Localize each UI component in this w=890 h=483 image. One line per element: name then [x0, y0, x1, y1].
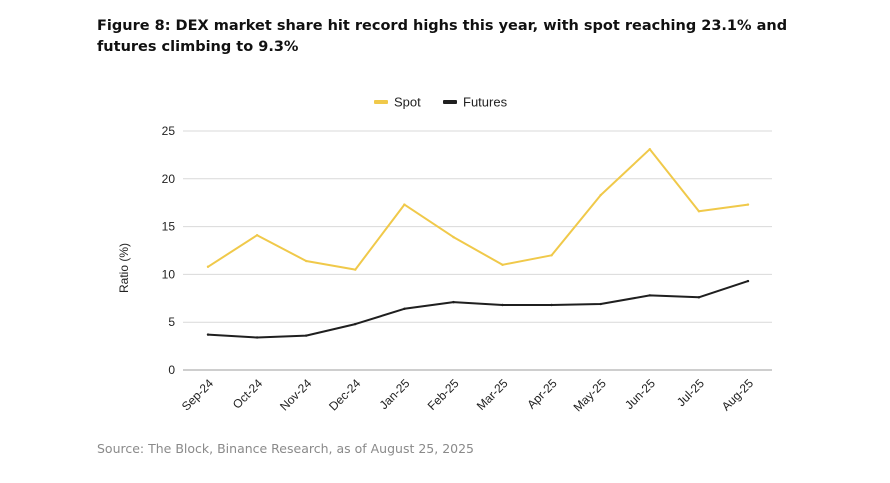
data-point-spot [550, 254, 553, 257]
data-point-futures [599, 302, 602, 306]
series-line-futures [207, 280, 749, 339]
data-point-spot [403, 203, 406, 206]
data-point-spot [697, 210, 701, 213]
legend-swatch-spot [374, 100, 388, 104]
data-point-futures [206, 333, 210, 336]
data-point-futures [304, 334, 308, 337]
data-point-futures [501, 303, 504, 307]
data-point-futures [403, 307, 406, 311]
x-tick-label: Sep-24 [179, 376, 216, 413]
legend-swatch-futures [443, 100, 457, 104]
series-line-spot [207, 148, 749, 271]
gridlines [183, 130, 772, 371]
y-tick-label: 10 [162, 267, 176, 281]
data-point-futures [550, 303, 553, 307]
data-point-spot [354, 268, 357, 271]
data-point-futures [697, 296, 701, 299]
x-tick-label: Mar-25 [474, 376, 511, 413]
data-point-spot [599, 193, 602, 197]
series-lines [206, 147, 750, 339]
x-tick-label: Oct-24 [230, 376, 266, 412]
y-tick-label: 15 [162, 220, 176, 234]
y-tick-label: 0 [168, 363, 175, 377]
y-axis-label: Ratio (%) [117, 243, 131, 293]
x-tick-label: May-25 [571, 376, 609, 414]
data-point-spot [304, 259, 308, 263]
legend-label-futures: Futures [463, 95, 508, 110]
data-point-spot [501, 263, 504, 267]
y-axis: 0 5 10 15 20 25 [162, 124, 176, 377]
x-tick-label: Apr-25 [524, 376, 560, 412]
y-tick-label: 25 [162, 124, 176, 138]
data-point-spot [206, 265, 210, 268]
x-tick-label: Feb-25 [425, 376, 462, 413]
x-axis: Sep-24 Oct-24 Nov-24 Dec-24 Jan-25 Feb-25 Mar-… [179, 376, 756, 414]
data-point-futures [255, 336, 259, 339]
x-tick-label: Nov-24 [277, 376, 314, 413]
y-tick-label: 5 [168, 315, 175, 329]
data-point-spot [648, 147, 652, 151]
x-tick-label: Jan-25 [377, 376, 413, 412]
y-tick-label: 20 [162, 172, 176, 186]
chart-title: Figure 8: DEX market share hit record hi… [97, 18, 788, 55]
data-point-spot [746, 203, 750, 206]
legend-label-spot: Spot [394, 95, 421, 110]
data-point-futures [452, 300, 455, 304]
data-point-spot [452, 235, 455, 239]
x-tick-label: Jul-25 [674, 376, 707, 409]
legend: Spot Futures [374, 95, 508, 110]
data-point-futures [648, 294, 652, 297]
x-tick-label: Jun-25 [622, 376, 658, 412]
x-tick-label: Dec-24 [326, 376, 363, 413]
data-point-spot [255, 234, 259, 237]
x-tick-label: Aug-25 [719, 376, 756, 413]
data-point-futures [354, 322, 357, 326]
source-note: Source: The Block, Binance Research, as … [97, 441, 475, 456]
data-point-futures [746, 279, 750, 283]
